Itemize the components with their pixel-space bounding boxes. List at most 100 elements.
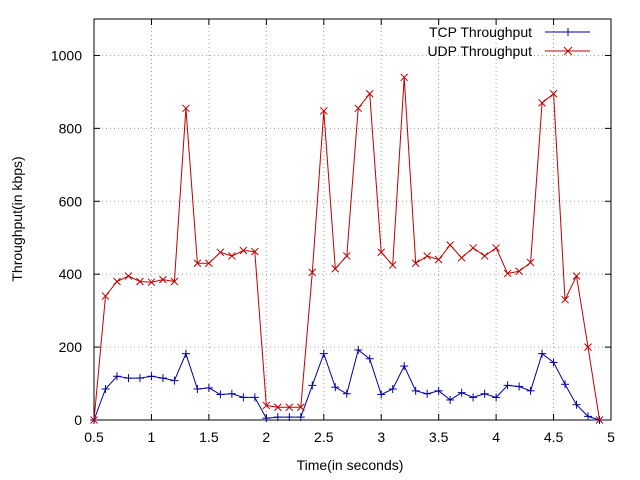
data-point-udp: [113, 277, 121, 286]
data-point-udp: [262, 401, 271, 410]
legend-marker-tcp: [564, 28, 572, 36]
data-point-tcp: [147, 372, 156, 381]
data-point-tcp: [135, 374, 144, 383]
legend-marker-udp: [563, 46, 573, 56]
data-point-udp: [147, 278, 156, 287]
data-point-tcp: [388, 385, 397, 394]
data-point-tcp: [227, 389, 236, 398]
grid-lines: [94, 19, 611, 420]
data-point-tcp: [457, 388, 466, 397]
y-tick-label: 600: [59, 193, 83, 209]
data-point-udp: [124, 272, 133, 280]
y-tick-label: 400: [59, 266, 83, 282]
data-point-tcp: [400, 362, 409, 371]
data-point-udp: [239, 246, 248, 255]
data-point-tcp: [469, 393, 478, 402]
data-point-udp: [228, 252, 236, 260]
data-point-tcp: [515, 382, 524, 391]
data-point-udp: [308, 268, 317, 277]
data-point-tcp: [101, 385, 110, 394]
data-point-udp: [469, 244, 477, 252]
data-point-udp: [538, 98, 546, 107]
data-point-udp: [595, 416, 604, 424]
data-point-tcp: [549, 358, 558, 367]
data-point-udp: [342, 252, 351, 260]
data-point-udp: [216, 248, 225, 257]
data-point-udp: [388, 261, 397, 269]
x-tick-label: 4: [492, 429, 500, 445]
data-point-tcp: [319, 349, 328, 358]
y-tick-label: 200: [59, 339, 83, 355]
data-point-udp: [400, 73, 409, 82]
data-point-udp: [423, 252, 432, 260]
data-point-tcp: [296, 413, 305, 422]
data-point-udp: [561, 295, 569, 304]
data-point-udp: [136, 277, 144, 286]
data-point-udp: [250, 247, 259, 256]
data-point-udp: [526, 258, 535, 267]
data-point-tcp: [538, 349, 547, 358]
data-point-tcp: [124, 374, 133, 383]
series-line-tcp: [93, 349, 600, 421]
data-point-udp: [365, 89, 374, 98]
data-point-tcp: [216, 390, 225, 399]
data-point-udp: [170, 277, 179, 286]
data-point-tcp: [158, 374, 167, 383]
x-tick-label: 2: [262, 429, 270, 445]
data-point-udp: [480, 252, 489, 260]
data-series: [90, 73, 604, 424]
data-point-tcp: [584, 412, 593, 421]
data-point-udp: [319, 107, 328, 115]
data-point-udp: [159, 275, 167, 284]
x-tick-label: 2.5: [314, 429, 334, 445]
x-tick-label: 1: [148, 429, 156, 445]
y-axis-label: Throughput(in kbps): [9, 156, 25, 281]
x-tick-label: 3.5: [429, 429, 449, 445]
data-point-tcp: [181, 349, 190, 358]
legend-label-udp: UDP Throughput: [427, 43, 532, 59]
data-point-tcp: [492, 393, 501, 402]
data-point-tcp: [423, 389, 432, 398]
data-point-tcp: [446, 395, 455, 404]
data-point-udp: [273, 403, 282, 412]
data-point-udp: [503, 269, 512, 278]
y-tick-label: 800: [59, 120, 83, 136]
data-point-udp: [354, 104, 363, 113]
data-point-tcp: [342, 389, 351, 398]
data-point-tcp: [308, 381, 317, 390]
data-point-udp: [331, 264, 340, 273]
data-point-tcp: [561, 380, 570, 389]
data-point-tcp: [250, 393, 259, 402]
data-point-tcp: [480, 389, 489, 398]
data-point-tcp: [193, 385, 202, 394]
y-tick-label: 1000: [51, 47, 82, 63]
data-point-udp: [285, 403, 294, 412]
data-point-udp: [90, 416, 98, 424]
data-point-tcp: [377, 390, 386, 399]
data-point-udp: [549, 89, 558, 98]
data-point-tcp: [170, 376, 179, 385]
data-point-udp: [193, 259, 202, 268]
data-point-tcp: [526, 386, 535, 395]
series-tcp: [90, 346, 604, 424]
data-point-tcp: [411, 386, 420, 395]
y-tick-label: 0: [74, 412, 82, 428]
data-point-tcp: [503, 381, 512, 390]
data-point-tcp: [354, 346, 363, 355]
legend: TCP Throughput UDP Throughput: [427, 24, 590, 59]
data-point-tcp: [434, 386, 443, 395]
data-point-tcp: [112, 372, 121, 381]
data-point-tcp: [365, 354, 374, 363]
x-tick-label: 0.5: [84, 429, 104, 445]
data-point-udp: [296, 403, 305, 412]
data-point-udp: [434, 255, 443, 264]
data-point-tcp: [204, 383, 213, 392]
data-point-udp: [101, 292, 110, 300]
x-tick-label: 1.5: [199, 429, 219, 445]
x-tick-label: 4.5: [544, 429, 564, 445]
data-point-tcp: [273, 413, 282, 422]
data-point-udp: [457, 253, 466, 262]
data-point-tcp: [285, 413, 294, 422]
data-point-tcp: [239, 393, 248, 402]
